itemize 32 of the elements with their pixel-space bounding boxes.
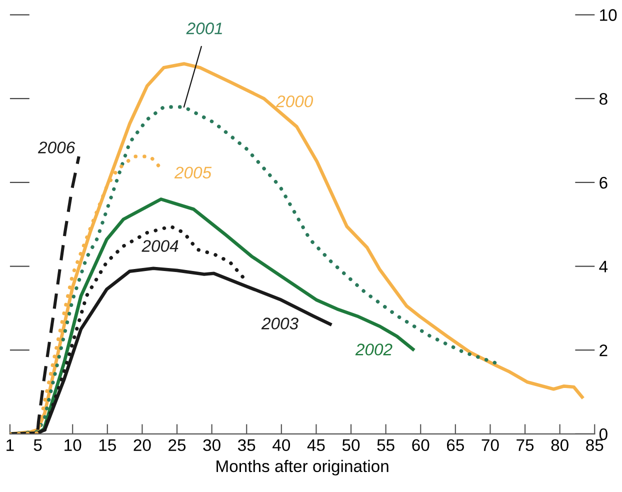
series-label: 2002 [355,344,392,356]
y-tick-label: 2 [600,344,608,356]
x-tick-label: 15 [99,439,116,452]
x-tick-label: 60 [412,439,430,452]
x-tick-label: 40 [272,439,290,452]
series-label: 2000 [276,95,314,108]
y-tick-label: 10 [600,9,617,21]
x-tick-label: 25 [168,439,186,452]
x-tick-label: 55 [377,439,394,452]
text: 2001 [186,22,222,34]
x-axis-title: Months after origination [216,460,388,476]
series-label: 2005 [174,166,212,179]
y-tick-label: 0 [599,428,608,440]
x-tick-label: 45 [307,439,325,452]
y-tick-label: 8 [600,93,608,105]
x-tick-label: 70 [482,439,499,452]
x-tick-label: 75 [516,439,534,452]
series-label: 2006 [38,142,76,154]
series-label: 2003 [261,318,298,330]
y-tick-label: 6 [600,176,608,189]
x-tick-label: 30 [203,439,220,452]
x-tick-label: 10 [64,439,82,452]
x-tick-label: 1 [6,439,14,451]
x-tick-label: 50 [342,439,360,452]
x-tick-label: 20 [134,439,151,452]
series-label: 2004 [142,240,178,252]
y-tick-label: 4 [599,260,608,272]
x-tick-label: 35 [238,439,256,452]
x-tick-label: 80 [551,439,568,452]
x-tick-label: 5 [34,439,42,452]
x-tick-label: 85 [586,439,604,452]
x-tick-label: 65 [447,439,464,452]
